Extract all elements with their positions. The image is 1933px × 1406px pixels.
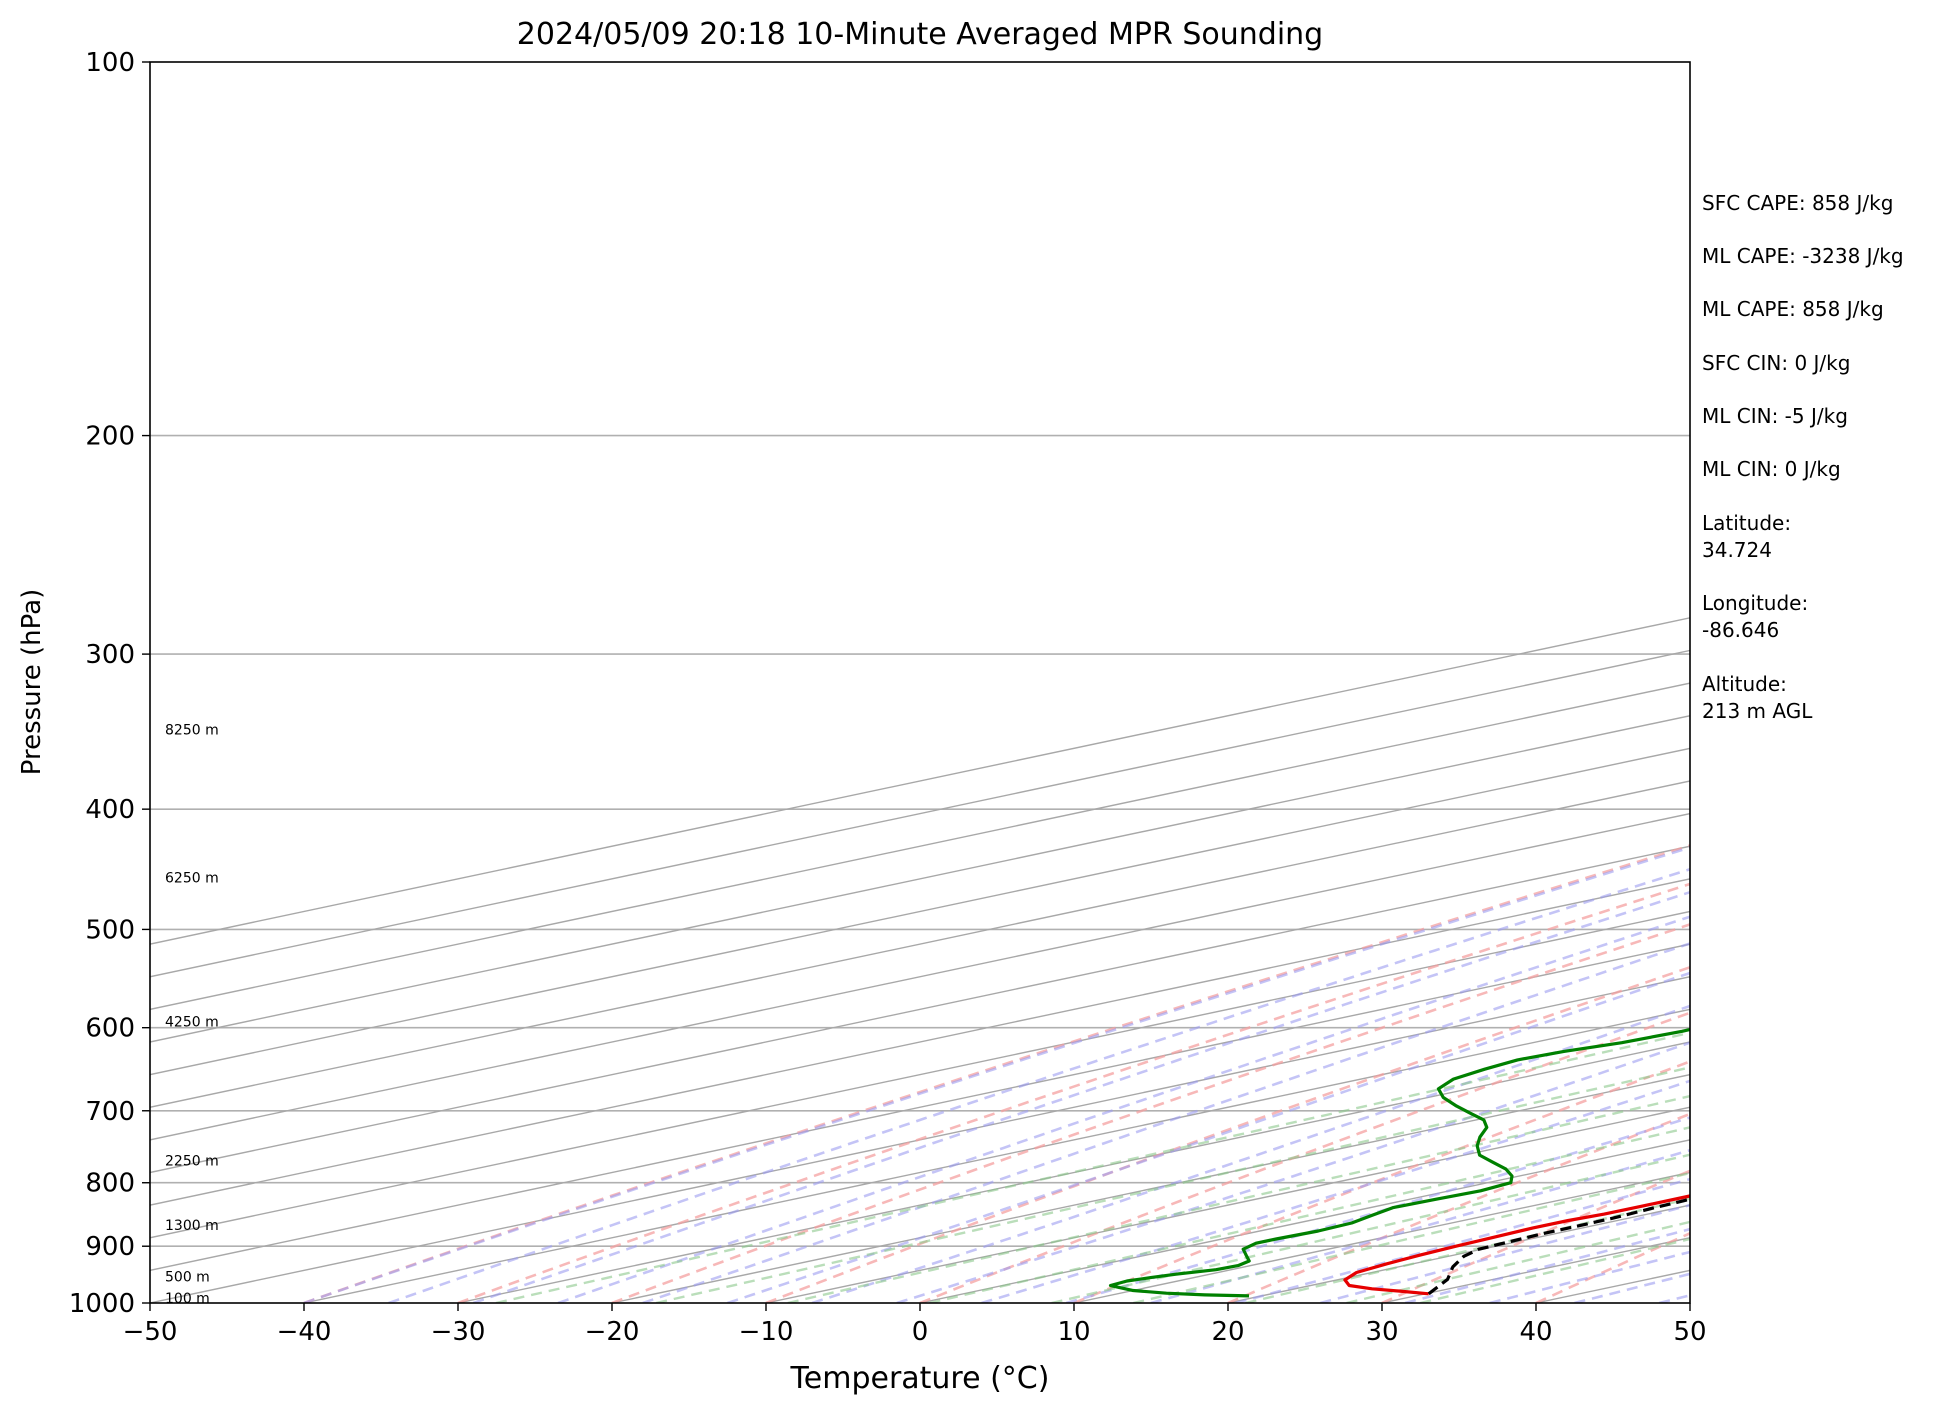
x-tick-label: −40: [277, 1317, 332, 1347]
moist-adiabat-line: [1235, 1177, 1690, 1303]
height-label: 1300 m: [165, 1218, 219, 1234]
isotherm-line: [150, 943, 1690, 1272]
dry-adiabat-line: [457, 882, 1690, 1303]
index-ml-cin-2: ML CIN: 0 J/kg: [1702, 457, 1841, 481]
x-tick-label: −30: [431, 1317, 486, 1347]
y-tick-label: 600: [85, 1014, 135, 1044]
dry-adiabat-line: [765, 965, 1690, 1303]
index-latitude: Latitude: 34.724: [1702, 511, 1792, 562]
moist-adiabat-line: [811, 1004, 1690, 1303]
axis-layer: 8250 m 6250 m 4250 m 2250 m 1300 m 500 m 100 m…: [69, 48, 1707, 1347]
series-temperature-line: [1343, 1194, 1690, 1296]
chart-title: 2024/05/09 20:18 10-Minute Averaged MPR …: [517, 17, 1323, 52]
moist-adiabat-line: [727, 971, 1690, 1303]
index-sfc-cin: SFC CIN: 0 J/kg: [1702, 351, 1851, 375]
height-label: 100 m: [165, 1291, 210, 1307]
isotherm-line: [150, 617, 1690, 945]
dry-adiabat-line: [611, 923, 1690, 1303]
height-label: 4250 m: [165, 1014, 219, 1030]
x-tick-label: 20: [1211, 1317, 1244, 1347]
isotherm-line: [150, 845, 1690, 1174]
y-tick-label: 200: [85, 422, 135, 452]
moist-adiabat-line: [472, 890, 1690, 1303]
y-tick-label: 100: [85, 48, 135, 78]
moist-adiabat-line: [557, 915, 1690, 1303]
isotherm-line: [150, 812, 1690, 1141]
grid-layer: [150, 434, 1690, 1303]
dry-adiabat-line: [303, 844, 1690, 1303]
index-ml-cape-1: ML CAPE: -3238 J/kg: [1702, 244, 1904, 268]
y-tick-label: 700: [85, 1097, 135, 1127]
moist-adiabat-line: [1320, 1203, 1690, 1303]
index-ml-cin-1: ML CIN: -5 J/kg: [1702, 404, 1848, 428]
x-tick-label: 0: [912, 1317, 929, 1347]
height-label: 2250 m: [165, 1154, 219, 1170]
mixing-ratio-line: [1133, 1171, 1690, 1303]
x-tick-label: −10: [739, 1317, 794, 1347]
height-label: 6250 m: [165, 870, 219, 886]
isotherm-line: [303, 1008, 1690, 1303]
mixing-ratio-line: [1051, 1153, 1690, 1303]
x-tick-label: 40: [1519, 1317, 1552, 1347]
x-tick-label: −50: [123, 1317, 178, 1347]
moist-adiabat-line: [1065, 1116, 1690, 1303]
mixing-ratio-line: [1245, 1197, 1690, 1303]
y-tick-label: 400: [85, 795, 135, 825]
index-longitude: Longitude: -86.646: [1702, 591, 1809, 642]
x-tick-label: 50: [1673, 1317, 1706, 1347]
mixing-ratio-line: [655, 1066, 1690, 1303]
plot-frame: [149, 61, 1691, 1304]
isotherm-line: [150, 780, 1690, 1108]
height-label: 500 m: [165, 1269, 210, 1285]
y-axis-label: Pressure (hPa): [17, 589, 47, 776]
mixing-ratio-line: [787, 1094, 1690, 1303]
dry-adiabat-line: [1381, 1169, 1690, 1303]
series-dewpoint-line: [1108, 1027, 1690, 1298]
index-sfc-cape: SFC CAPE: 858 J/kg: [1702, 191, 1894, 215]
dry-adiabat-line: [919, 1011, 1690, 1303]
isotherm-line: [611, 1073, 1690, 1303]
dry-adiabat-line: [1227, 1112, 1690, 1303]
x-tick-label: 30: [1365, 1317, 1398, 1347]
index-altitude: Altitude: 213 m AGL: [1702, 672, 1813, 723]
isotherm-line: [150, 649, 1690, 978]
isotherm-line: [150, 910, 1690, 1239]
x-tick-label: 10: [1057, 1317, 1090, 1347]
data-layer: [1108, 1027, 1690, 1298]
index-ml-cape-2: ML CAPE: 858 J/kg: [1702, 297, 1884, 321]
moist-adiabat-line: [303, 846, 1690, 1303]
y-tick-label: 500: [85, 915, 135, 945]
x-tick-label: −20: [585, 1317, 640, 1347]
isotherm-line: [150, 976, 1690, 1303]
mixing-ratio-line: [495, 1031, 1690, 1303]
y-tick-label: 300: [85, 640, 135, 670]
y-tick-label: 1000: [69, 1289, 135, 1319]
x-axis-label: Temperature (°C): [790, 1361, 1050, 1396]
height-label: 8250 m: [165, 722, 219, 738]
isotherm-line: [457, 1041, 1690, 1303]
series-parcel-line: [1427, 1197, 1690, 1296]
y-tick-label: 900: [85, 1232, 135, 1262]
y-tick-label: 800: [85, 1169, 135, 1199]
isotherm-line: [150, 878, 1690, 1206]
moist-adiabat-line: [896, 1041, 1690, 1303]
mixing-ratio-line: [929, 1126, 1690, 1303]
